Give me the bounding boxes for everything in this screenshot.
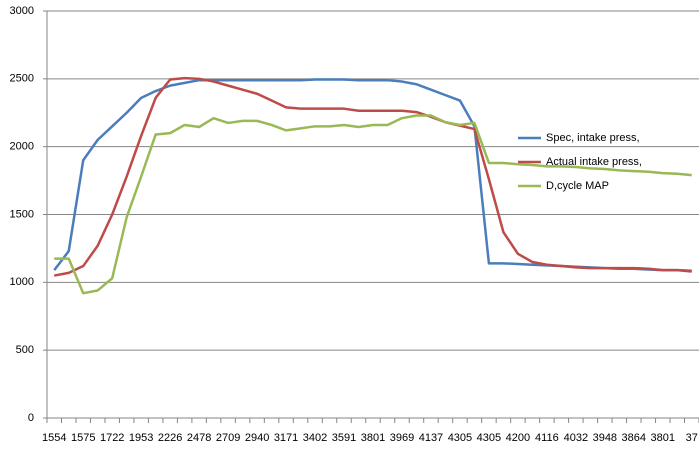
x-tick-label: 3864 [622,432,646,444]
y-tick-label: 3000 [10,5,34,17]
series-line [54,76,692,277]
x-tick-label: 3969 [390,432,414,444]
x-tick-label: 2226 [158,432,182,444]
x-tick-label: 1554 [42,432,66,444]
legend-label: Actual intake press, [546,156,642,168]
y-tick-label: 0 [28,412,34,424]
x-tick-label: 4305 [448,432,472,444]
x-tick-label: 1953 [129,432,153,444]
x-tick-label: 4116 [535,432,559,444]
y-tick-label: 2000 [10,141,34,153]
x-tick-label: 3801 [361,432,385,444]
x-tick-label: 2478 [187,432,211,444]
x-tick-label: 4200 [506,432,530,444]
x-tick-label: 4032 [564,432,588,444]
y-tick-label: 1500 [10,208,34,220]
x-tick-label: 3948 [593,432,617,444]
x-tick-label: 3402 [303,432,327,444]
y-tick-label: 500 [16,344,34,356]
x-tick-label: 1575 [71,432,95,444]
x-tick-label: 37 [686,432,698,444]
y-tick-label: 1000 [10,276,34,288]
x-tick-label: 2709 [216,432,240,444]
x-tick-label: 3171 [274,432,298,444]
x-tick-label: 4137 [419,432,443,444]
x-tick-label: 4305 [477,432,501,444]
legend-label: D,cycle MAP [546,180,609,192]
legend-label: Spec, intake press, [546,132,640,144]
x-tick-label: 1722 [100,432,124,444]
x-tick-label: 2940 [245,432,269,444]
y-tick-label: 2500 [10,73,34,85]
series-line [54,114,692,295]
x-tick-label: 3591 [332,432,356,444]
series-line [53,78,692,273]
x-tick-label: 3801 [651,432,675,444]
